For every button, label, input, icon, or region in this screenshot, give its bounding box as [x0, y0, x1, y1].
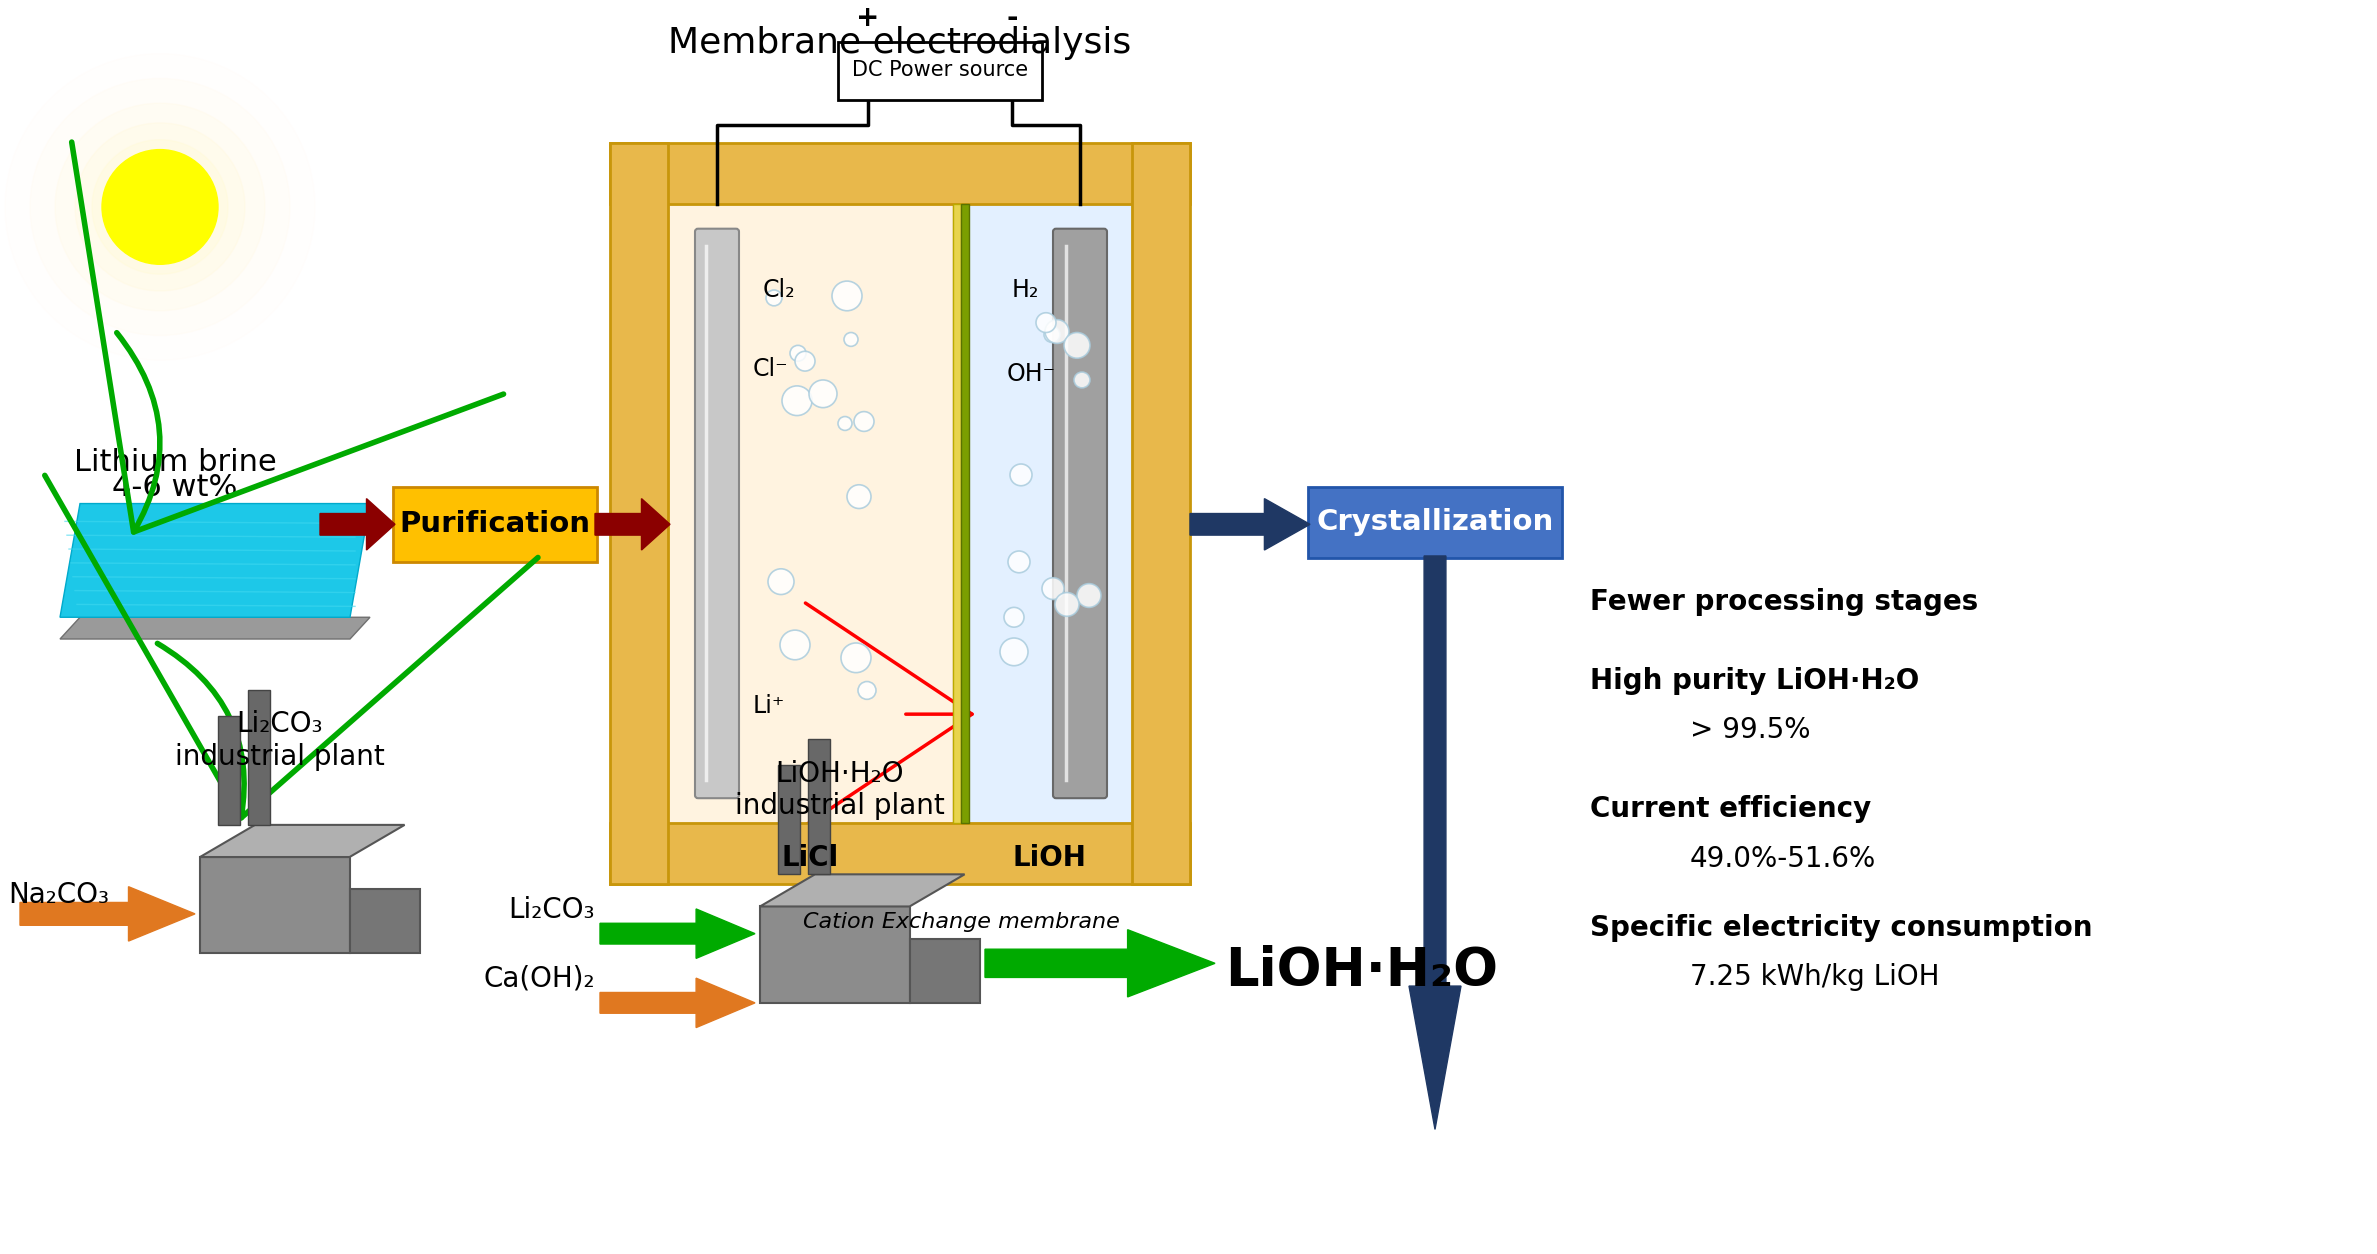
Circle shape — [1055, 593, 1079, 616]
Circle shape — [1046, 320, 1070, 344]
FancyBboxPatch shape — [611, 823, 1191, 884]
Circle shape — [853, 411, 875, 431]
Circle shape — [832, 281, 863, 311]
Text: DC Power source: DC Power source — [851, 60, 1029, 80]
FancyBboxPatch shape — [1131, 143, 1191, 884]
Text: Purification: Purification — [399, 510, 589, 538]
Circle shape — [1065, 332, 1091, 359]
Circle shape — [789, 345, 806, 361]
Circle shape — [55, 103, 264, 311]
Polygon shape — [19, 887, 195, 940]
FancyBboxPatch shape — [777, 765, 799, 874]
Text: H₂: H₂ — [1013, 278, 1039, 302]
Text: Fewer processing stages: Fewer processing stages — [1590, 588, 1978, 616]
FancyBboxPatch shape — [839, 41, 1041, 100]
Polygon shape — [599, 909, 756, 958]
Circle shape — [839, 416, 851, 430]
Polygon shape — [594, 499, 670, 551]
Circle shape — [765, 290, 782, 306]
FancyBboxPatch shape — [219, 716, 240, 825]
Text: 49.0%-51.6%: 49.0%-51.6% — [1690, 845, 1875, 873]
Polygon shape — [1410, 556, 1462, 1130]
FancyBboxPatch shape — [967, 204, 1131, 823]
Text: LiOH·H₂O: LiOH·H₂O — [1224, 946, 1498, 997]
Polygon shape — [599, 978, 756, 1027]
Polygon shape — [200, 825, 404, 856]
Polygon shape — [321, 499, 395, 551]
Text: Li₂CO₃: Li₂CO₃ — [509, 895, 594, 924]
Text: Cation Exchange membrane: Cation Exchange membrane — [803, 912, 1120, 932]
Text: Ca(OH)₂: Ca(OH)₂ — [483, 966, 594, 993]
Circle shape — [1036, 312, 1055, 332]
Polygon shape — [761, 907, 910, 1003]
Text: Lithium brine: Lithium brine — [74, 448, 276, 477]
Polygon shape — [200, 856, 349, 953]
Circle shape — [782, 386, 813, 415]
FancyBboxPatch shape — [953, 204, 960, 823]
Circle shape — [1010, 464, 1032, 485]
FancyBboxPatch shape — [1053, 228, 1108, 799]
Text: LiCl: LiCl — [782, 844, 839, 872]
Circle shape — [858, 681, 877, 700]
Polygon shape — [59, 617, 371, 640]
Circle shape — [841, 643, 870, 672]
Circle shape — [102, 149, 219, 265]
Text: Li₂CO₃
industrial plant: Li₂CO₃ industrial plant — [176, 710, 385, 770]
Polygon shape — [910, 938, 979, 1003]
Text: LiOH·H₂O
industrial plant: LiOH·H₂O industrial plant — [734, 760, 946, 820]
Text: 7.25 kWh/kg LiOH: 7.25 kWh/kg LiOH — [1690, 963, 1940, 992]
FancyBboxPatch shape — [694, 228, 739, 799]
Text: Membrane electrodialysis: Membrane electrodialysis — [668, 26, 1131, 60]
Circle shape — [794, 351, 815, 371]
Polygon shape — [59, 504, 371, 617]
Text: > 99.5%: > 99.5% — [1690, 716, 1811, 744]
Circle shape — [846, 485, 870, 509]
Text: Current efficiency: Current efficiency — [1590, 795, 1871, 823]
Text: Cl₂: Cl₂ — [763, 278, 796, 302]
Circle shape — [1003, 607, 1024, 627]
Circle shape — [1008, 551, 1029, 573]
FancyBboxPatch shape — [392, 487, 597, 562]
Polygon shape — [1191, 499, 1310, 551]
Circle shape — [76, 123, 245, 291]
Text: -: - — [1005, 4, 1017, 31]
Circle shape — [1077, 583, 1101, 607]
Circle shape — [1041, 578, 1065, 599]
FancyBboxPatch shape — [611, 143, 1191, 204]
Text: 4-6 wt%: 4-6 wt% — [112, 473, 238, 502]
Text: High purity LiOH·H₂O: High purity LiOH·H₂O — [1590, 667, 1918, 695]
Text: Cl⁻: Cl⁻ — [754, 357, 789, 381]
FancyBboxPatch shape — [1307, 487, 1562, 558]
Text: Li⁺: Li⁺ — [754, 695, 784, 719]
Circle shape — [31, 79, 290, 336]
Text: LiOH: LiOH — [1013, 844, 1086, 872]
FancyBboxPatch shape — [960, 204, 970, 823]
FancyBboxPatch shape — [611, 143, 668, 884]
Text: Specific electricity consumption: Specific electricity consumption — [1590, 914, 2092, 942]
FancyBboxPatch shape — [250, 690, 271, 825]
Circle shape — [844, 332, 858, 346]
Circle shape — [1001, 638, 1027, 666]
FancyBboxPatch shape — [668, 204, 953, 823]
Circle shape — [1074, 372, 1091, 387]
FancyBboxPatch shape — [808, 740, 830, 874]
Circle shape — [1044, 326, 1060, 342]
Text: OH⁻: OH⁻ — [1008, 362, 1055, 386]
Polygon shape — [349, 889, 421, 953]
Circle shape — [780, 630, 811, 660]
Text: +: + — [856, 4, 879, 31]
Text: Crystallization: Crystallization — [1317, 508, 1555, 537]
Circle shape — [93, 139, 228, 275]
Circle shape — [768, 569, 794, 594]
Text: Na₂CO₃: Na₂CO₃ — [7, 882, 109, 909]
Polygon shape — [761, 874, 965, 907]
Circle shape — [808, 380, 837, 408]
Polygon shape — [984, 929, 1215, 997]
